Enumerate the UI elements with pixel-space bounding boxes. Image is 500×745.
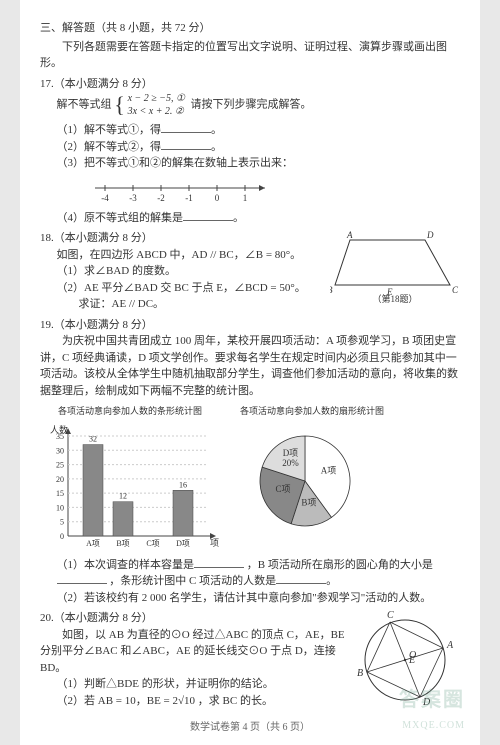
q20-head: 20.（本小题满分 8 分） (40, 610, 350, 627)
svg-text:B项: B项 (301, 497, 316, 507)
section-title: 三、解答题（共 8 小题，共 72 分） (40, 20, 460, 37)
bar-title: 各项活动意向参加人数的条形统计图 (40, 405, 220, 419)
svg-text:项目: 项目 (210, 538, 220, 548)
q18-p1: （1）求∠BAD 的度数。 (57, 263, 331, 280)
svg-text:1: 1 (243, 193, 248, 203)
blank (161, 139, 211, 150)
svg-text:A项: A项 (86, 539, 100, 548)
blank (183, 210, 233, 221)
svg-text:20: 20 (56, 474, 64, 483)
circle-figure: ABCDEO (350, 610, 460, 710)
svg-text:5: 5 (60, 517, 64, 526)
q17: 17.（本小题满分 8 分） 解不等式组 { x − 2 ≥ −5, ① 3x … (40, 76, 460, 227)
svg-text:O: O (409, 650, 416, 661)
svg-text:0: 0 (60, 532, 64, 541)
svg-text:（第18题）: （第18题） (372, 293, 417, 304)
svg-text:A项: A项 (321, 465, 337, 475)
svg-text:C项: C项 (146, 539, 159, 548)
trapezoid-figure: ADBCE（第18题） (330, 230, 460, 305)
q19-p1c: ，条形统计图中 C 项活动的人数是 (109, 575, 276, 587)
blank (276, 573, 326, 584)
svg-text:B: B (357, 668, 363, 679)
svg-text:D: D (426, 230, 434, 240)
q18-head: 18.（本小题满分 8 分） (40, 230, 330, 247)
svg-text:-4: -4 (101, 193, 109, 203)
q20-p1: （1）判断△BDE 的形状，并证明你的结论。 (57, 676, 351, 693)
bar-chart: 各项活动意向参加人数的条形统计图 人数项目5101520253035032A项1… (40, 405, 220, 551)
q17-p1: （1）解不等式①，得 (57, 124, 162, 136)
svg-text:A: A (446, 640, 454, 651)
svg-text:32: 32 (89, 434, 97, 443)
svg-text:C: C (452, 285, 459, 295)
svg-text:-3: -3 (129, 193, 137, 203)
svg-text:A: A (346, 230, 353, 240)
section-note: 下列各题需要在答题卡指定的位置写出文字说明、证明过程、演算步骤或画出图形。 (40, 39, 460, 72)
q18-p2b: 求证：AE // DC。 (79, 296, 331, 313)
svg-text:C: C (387, 610, 394, 621)
q20: 20.（本小题满分 8 分） 如图，以 AB 为直径的⊙O 经过△ABC 的顶点… (40, 610, 460, 710)
q20-body1: 如图，以 AB 为直径的⊙O 经过△ABC 的顶点 C，AE，BE 分别平分∠B… (40, 627, 350, 677)
number-line: -4 -3 -2 -1 0 1 (80, 178, 460, 206)
q18-p2: （2）AE 平分∠BAD 交 BC 于点 E，∠BCD = 50°。 (57, 280, 331, 297)
svg-text:B: B (330, 285, 333, 295)
q17-p3: （3）把不等式①和②的解集在数轴上表示出来： (57, 155, 461, 172)
blank (57, 573, 107, 584)
svg-text:B项: B项 (116, 539, 129, 548)
q19: 19.（本小题满分 8 分） 为庆祝中国共青团成立 100 周年，某校开展四项活… (40, 317, 460, 607)
blank (194, 557, 244, 568)
page-footer: 数学试卷第 4 页（共 6 页） (40, 720, 460, 735)
pie-chart: 各项活动意向参加人数的扇形统计图 A项 B项 C项 D项20% (240, 405, 384, 541)
q17-p2: （2）解不等式②，得 (57, 141, 162, 153)
svg-text:D项: D项 (176, 539, 190, 548)
svg-text:C项: C项 (275, 484, 290, 494)
svg-text:10: 10 (56, 503, 64, 512)
svg-text:12: 12 (119, 491, 127, 500)
q20-p2: （2）若 AB = 10，BE = 2√10 ，求 BC 的长。 (57, 693, 351, 710)
q18: 18.（本小题满分 8 分） 如图，在四边形 ABCD 中，AD // BC，∠… (40, 230, 460, 313)
q19-body: 为庆祝中国共青团成立 100 周年，某校开展四项活动：A 项参观学习，B 项团史… (40, 333, 460, 399)
q19-p1b: ，B 项活动所在扇形的圆心角的大小是 (247, 559, 433, 571)
pie-title: 各项活动意向参加人数的扇形统计图 (240, 405, 384, 419)
svg-text:0: 0 (215, 193, 220, 203)
svg-text:-2: -2 (157, 193, 165, 203)
q17-p4: （4）原不等式组的解集是 (57, 212, 184, 224)
q19-p1a: （1）本次调查的样本容量是 (57, 559, 195, 571)
svg-text:D项: D项 (283, 447, 299, 457)
q17-sys1: x − 2 ≥ −5, ① (128, 93, 185, 104)
svg-text:30: 30 (56, 446, 64, 455)
blank (161, 122, 211, 133)
q18-body: 如图，在四边形 ABCD 中，AD // BC，∠B = 80°。 (57, 247, 331, 264)
svg-text:15: 15 (56, 489, 64, 498)
q17-head: 17.（本小题满分 8 分） (40, 76, 460, 93)
q17-sys2: 3x < x + 2. ② (128, 106, 184, 117)
brace-icon: { (114, 95, 125, 115)
svg-text:20%: 20% (282, 457, 299, 467)
svg-text:35: 35 (56, 432, 64, 441)
svg-text:16: 16 (179, 480, 187, 489)
svg-text:25: 25 (56, 460, 64, 469)
q19-p2: （2）若该校约有 2 000 名学生，请估计其中意向参加"参观学习"活动的人数。 (57, 590, 461, 607)
svg-text:D: D (422, 697, 431, 708)
q17-suffix: 请按下列步骤完成解答。 (190, 99, 311, 111)
q17-prefix: 解不等式组 (57, 99, 112, 111)
q19-head: 19.（本小题满分 8 分） (40, 317, 460, 334)
svg-text:-1: -1 (185, 193, 193, 203)
